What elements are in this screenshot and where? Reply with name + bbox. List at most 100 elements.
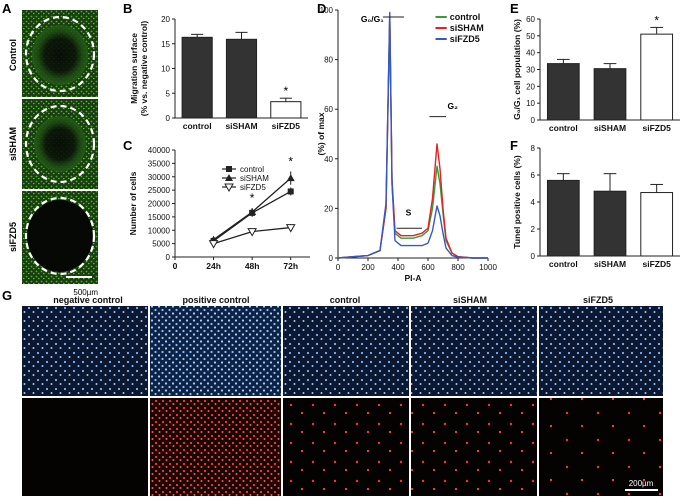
y-tick-label: 35000 bbox=[148, 159, 171, 168]
y-tick-label: 30 bbox=[526, 66, 535, 75]
legend-label-control: control bbox=[240, 165, 264, 174]
micrograph-g-control-red bbox=[283, 398, 409, 496]
category-label-siFZD5: siFZD5 bbox=[642, 259, 671, 269]
micrograph-g-negative-red bbox=[22, 398, 148, 496]
significance-marker: * bbox=[654, 13, 659, 27]
y-tick-label: 5000 bbox=[152, 240, 170, 249]
row-label-sifzd5: siFZD5 bbox=[8, 222, 18, 252]
y-tick-label: 10 bbox=[161, 65, 170, 74]
panel-letter-c: C bbox=[123, 138, 133, 153]
marker-control bbox=[226, 166, 232, 172]
panel-letter-a: A bbox=[2, 1, 12, 16]
micrograph-g-sifzd5-blue bbox=[539, 306, 663, 396]
y-tick-label: 10000 bbox=[148, 226, 171, 235]
micrograph-a-sisham bbox=[22, 99, 98, 189]
bar-siSHAM bbox=[593, 68, 627, 121]
y-axis-label: G₀/G₁ cell population (%) bbox=[512, 19, 522, 120]
micrograph-g-negative-blue bbox=[22, 306, 148, 396]
panel-a-micrographs: Control siSHAM siFZD5 500µm bbox=[8, 10, 98, 297]
y-tick-label: 20000 bbox=[148, 200, 171, 209]
bar-siFZD5 bbox=[270, 101, 302, 119]
column-label-negative-control: negative control bbox=[53, 295, 123, 305]
x-tick-label: 1000 bbox=[479, 263, 497, 272]
column-label-sisham: siSHAM bbox=[453, 295, 487, 305]
micrograph-g-positive-red bbox=[150, 398, 281, 496]
category-label-siSHAM: siSHAM bbox=[225, 121, 257, 131]
row-label-control: Control bbox=[8, 39, 18, 71]
panel-c-chart: 0 5000 10000 15000 20000 25000 30000 35000 40000… bbox=[128, 146, 310, 271]
panel-g-micrographs: negative control positive control contro… bbox=[22, 295, 663, 496]
category-label-siSHAM: siSHAM bbox=[594, 259, 626, 269]
micrograph-g-control-blue bbox=[283, 306, 409, 396]
x-axis-label: PI-A bbox=[405, 273, 422, 283]
panel-letter-f: F bbox=[510, 138, 518, 153]
marker-siFZD5 bbox=[247, 228, 258, 237]
x-tick-label: 800 bbox=[451, 263, 465, 272]
marker-siSHAM bbox=[225, 174, 233, 181]
row-label-sisham: siSHAM bbox=[8, 127, 18, 161]
annotation-g2: G₂ bbox=[448, 101, 459, 111]
significance-marker: * bbox=[250, 191, 255, 205]
y-axis-label-2: (% vs. negative control) bbox=[139, 21, 149, 117]
y-axis-label: Migration surface bbox=[129, 33, 139, 104]
category-label-siFZD5: siFZD5 bbox=[642, 123, 671, 133]
annotation-g0g1: G₀/G₁ bbox=[361, 14, 384, 24]
category-label-siFZD5: siFZD5 bbox=[272, 121, 301, 131]
legend-label-control: control bbox=[450, 12, 481, 22]
y-tick-label: 20 bbox=[324, 204, 333, 213]
marker-siFZD5 bbox=[208, 240, 219, 249]
x-tick-label: 0 bbox=[336, 263, 341, 272]
y-tick-label: 30000 bbox=[148, 173, 171, 182]
column-label-positive-control: positive control bbox=[182, 295, 249, 305]
y-tick-label: 50 bbox=[526, 32, 535, 41]
x-tick-label: 600 bbox=[421, 263, 435, 272]
marker-siFZD5 bbox=[285, 224, 296, 233]
series-line-siFZD5 bbox=[337, 11, 488, 259]
y-tick-label: 60 bbox=[526, 15, 535, 24]
bar-siFZD5 bbox=[640, 33, 674, 121]
y-tick-label: 10 bbox=[526, 99, 535, 108]
marker-siSHAM bbox=[248, 208, 257, 216]
y-tick-label: 40000 bbox=[148, 146, 171, 155]
y-tick-label: 60 bbox=[324, 105, 333, 114]
marker-siSHAM bbox=[286, 174, 295, 182]
y-tick-label: 6 bbox=[531, 171, 536, 180]
micrograph-g-sisham-blue bbox=[411, 306, 537, 396]
y-tick-label: 0 bbox=[166, 114, 171, 123]
panel-f-chart: 0 2 4 6 8 control siSHAM siFZD5 Tunel positive c… bbox=[512, 144, 680, 269]
y-tick-label: 2 bbox=[531, 225, 536, 234]
panel-letter-e: E bbox=[510, 1, 519, 16]
x-tick-label: 72h bbox=[283, 261, 298, 271]
micrograph-g-sisham-red bbox=[411, 398, 537, 496]
micrograph-g-sifzd5-red bbox=[539, 398, 663, 496]
y-tick-label: 8 bbox=[531, 144, 536, 153]
y-axis-label: (%) of max bbox=[316, 112, 326, 155]
y-tick-label: 40 bbox=[324, 155, 333, 164]
series-line-siSHAM bbox=[337, 14, 488, 259]
y-tick-label: 0 bbox=[531, 252, 536, 261]
y-tick-label: 80 bbox=[324, 56, 333, 65]
scale-bar-a bbox=[66, 276, 92, 278]
micrograph-g-positive-blue bbox=[150, 306, 281, 396]
bar-siFZD5 bbox=[640, 192, 674, 257]
bar-control bbox=[546, 63, 580, 121]
bar-control bbox=[181, 36, 213, 119]
y-tick-label: 20 bbox=[161, 15, 170, 24]
y-tick-label: 5 bbox=[166, 89, 171, 98]
category-label-control: control bbox=[183, 121, 212, 131]
x-tick-label: 400 bbox=[391, 263, 405, 272]
y-axis-label: Number of cells bbox=[128, 171, 138, 235]
panel-letter-g: G bbox=[2, 288, 12, 303]
x-tick-label: 0 bbox=[173, 261, 178, 271]
y-tick-label: 0 bbox=[531, 116, 536, 125]
y-tick-label: 25000 bbox=[148, 186, 171, 195]
y-tick-label: 20 bbox=[526, 82, 535, 91]
significance-marker: * bbox=[288, 154, 293, 168]
legend-label-siSHAM: siSHAM bbox=[240, 174, 269, 183]
scale-bar-g bbox=[625, 489, 658, 491]
annotation-s: S bbox=[406, 207, 412, 217]
scale-label-g: 200µm bbox=[629, 479, 654, 488]
y-tick-label: 100 bbox=[320, 6, 334, 15]
